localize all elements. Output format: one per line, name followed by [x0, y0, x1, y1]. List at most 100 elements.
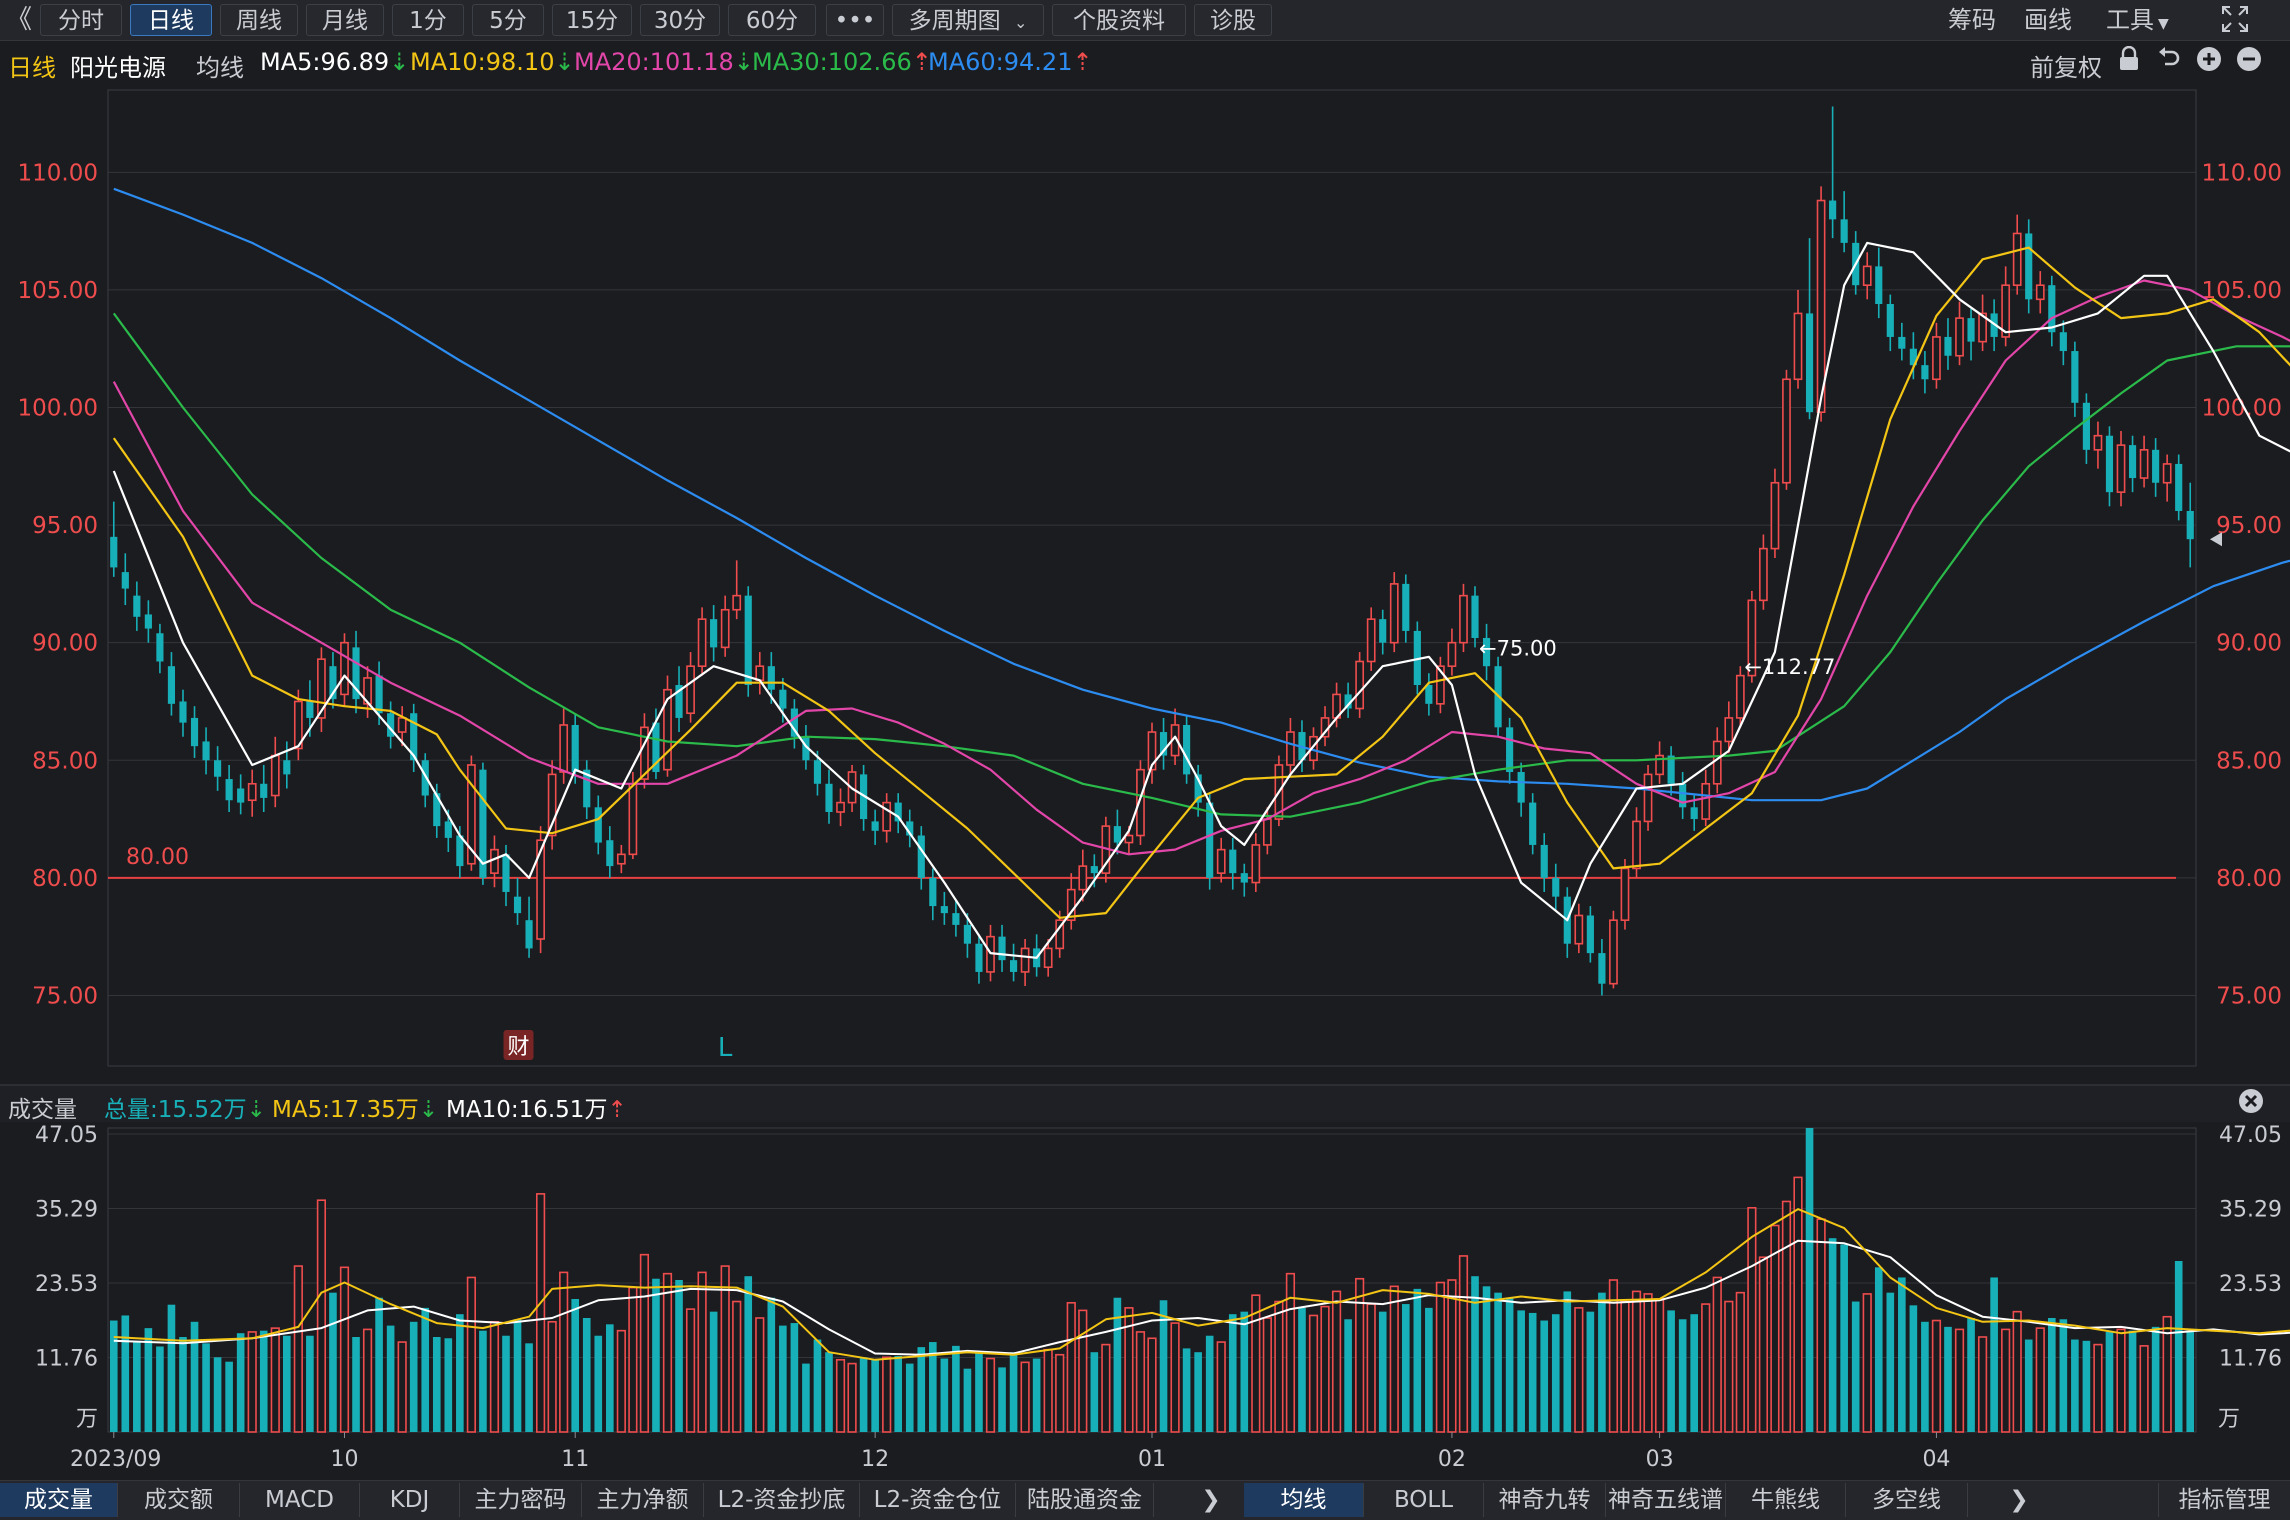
candle-body — [2162, 463, 2172, 484]
overlay-tab[interactable]: 多空线 — [1846, 1483, 1968, 1517]
candle — [675, 666, 683, 733]
multi-period-chart-button[interactable]: 多周期图 ⌄ — [892, 4, 1044, 36]
overlay-tab[interactable]: 牛熊线 — [1726, 1483, 1846, 1517]
candle-body — [640, 726, 649, 780]
candle-body — [1366, 618, 1376, 663]
candle-body — [444, 821, 452, 838]
volume-bar — [1990, 1277, 1998, 1432]
candle — [121, 553, 129, 606]
stock-info-button[interactable]: 个股资料 — [1052, 4, 1186, 36]
draw-line-button[interactable]: 画线 — [2024, 6, 2072, 34]
volume-bar — [2024, 1339, 2033, 1432]
candle-body — [225, 779, 233, 801]
candle — [1690, 795, 1698, 831]
period-tab[interactable]: 5分 — [472, 4, 544, 36]
candle-body — [1735, 674, 1745, 719]
indicator-tab[interactable]: 成交量 — [0, 1483, 118, 1517]
candle-body — [1724, 717, 1734, 743]
y-tick-label-left: 95.00 — [32, 513, 98, 539]
diagnose-button[interactable]: 诊股 — [1194, 4, 1272, 36]
candle-body — [779, 689, 787, 709]
more-periods-button[interactable]: ••• — [826, 4, 884, 36]
scroll-right-icon[interactable]: ❯ — [2009, 1487, 2029, 1513]
volume-bar — [767, 1297, 776, 1432]
volume-bar — [1413, 1288, 1422, 1432]
candle-body — [1183, 724, 1191, 775]
volume-bar — [571, 1299, 580, 1432]
candle-body — [1124, 834, 1134, 844]
indicator-tab[interactable]: KDJ — [360, 1483, 460, 1517]
indicator-tab[interactable]: MACD — [240, 1483, 360, 1517]
candle — [1782, 369, 1791, 490]
overlay-tab[interactable]: 神奇九转 — [1484, 1483, 1606, 1517]
period-tab[interactable]: 15分 — [552, 4, 632, 36]
candle — [2162, 454, 2172, 502]
candle-body — [1955, 317, 1964, 357]
candle — [225, 764, 233, 813]
volume-bar — [247, 1331, 257, 1433]
candle-body — [1229, 849, 1237, 874]
candle — [2186, 482, 2194, 568]
volume-bar — [606, 1324, 614, 1432]
indicator-tab[interactable]: 陆股通资金 — [1016, 1483, 1154, 1517]
chips-button[interactable]: 筹码 — [1948, 6, 1996, 34]
indicator-tab[interactable]: L2-资金抄底 — [704, 1483, 860, 1517]
candle — [583, 760, 591, 820]
candle-body — [1552, 877, 1560, 897]
volume-chart[interactable]: 47.05 47.05 35.29 35.29 23.53 23.53 11.76 11.76… — [0, 1122, 2290, 1480]
multi-period-label: 多周期图 — [908, 8, 1001, 34]
fullscreen-icon[interactable] — [2220, 4, 2250, 38]
period-tab[interactable]: 日线 — [130, 4, 212, 36]
volume-bar — [1608, 1279, 1619, 1433]
candle-body — [144, 614, 152, 629]
volume-bar — [2162, 1315, 2172, 1433]
candle — [363, 666, 372, 718]
candle-body — [571, 724, 579, 773]
indicator-tab[interactable]: L2-资金仓位 — [860, 1483, 1016, 1517]
candle-body — [1159, 732, 1168, 756]
scroll-right-icon[interactable]: ❯ — [1201, 1487, 1221, 1513]
collapse-left-icon[interactable]: 《 — [6, 5, 33, 35]
period-tab[interactable]: 30分 — [640, 4, 720, 36]
volume-bar — [2151, 1326, 2160, 1432]
indicator-tab[interactable]: 成交额 — [118, 1483, 240, 1517]
period-tab[interactable]: 周线 — [220, 4, 298, 36]
candle-body — [2012, 232, 2022, 286]
candle-body — [1009, 960, 1018, 972]
period-tab[interactable]: 60分 — [728, 4, 816, 36]
zoom-in-icon[interactable] — [2196, 46, 2222, 78]
zoom-out-icon[interactable] — [2236, 46, 2262, 78]
candle-body — [1932, 336, 1941, 381]
overlay-tab[interactable]: 均线 — [1244, 1483, 1364, 1517]
volume-bar — [144, 1328, 153, 1432]
period-tab[interactable]: 月线 — [306, 4, 384, 36]
overlay-tab[interactable]: BOLL — [1364, 1483, 1484, 1517]
close-panel-icon[interactable] — [2238, 1088, 2264, 1120]
overlay-tab[interactable]: 神奇五线谱 — [1606, 1483, 1726, 1517]
period-tab[interactable]: 1分 — [392, 4, 464, 36]
volume-bar — [709, 1311, 718, 1432]
volume-bar — [1159, 1300, 1168, 1432]
volume-bar — [1285, 1272, 1296, 1433]
period-tab[interactable]: 分时 — [40, 4, 122, 36]
volume-bar — [1389, 1285, 1399, 1433]
price-adjust-toggle[interactable]: 前复权 — [2030, 54, 2102, 82]
undo-icon[interactable] — [2156, 46, 2182, 78]
candle-body — [2175, 463, 2183, 511]
candle-body — [559, 724, 569, 773]
candle — [247, 769, 257, 817]
lock-icon[interactable] — [2118, 45, 2140, 78]
candle — [490, 835, 499, 888]
candle — [1909, 332, 1917, 380]
tools-menu-button[interactable]: 工具 ▼ — [2106, 4, 2169, 36]
candle-body — [1113, 826, 1121, 843]
y-tick-label-left: 80.00 — [32, 866, 98, 892]
candle — [2071, 341, 2079, 417]
candle-body — [2105, 435, 2114, 493]
indicator-tab[interactable]: 主力密码 — [460, 1483, 582, 1517]
indicator-tab[interactable]: 主力净额 — [582, 1483, 704, 1517]
candle — [513, 877, 522, 925]
ma-indicator-label[interactable]: 均线 — [196, 54, 244, 82]
indicator-manage-button[interactable]: 指标管理 — [2158, 1483, 2290, 1517]
